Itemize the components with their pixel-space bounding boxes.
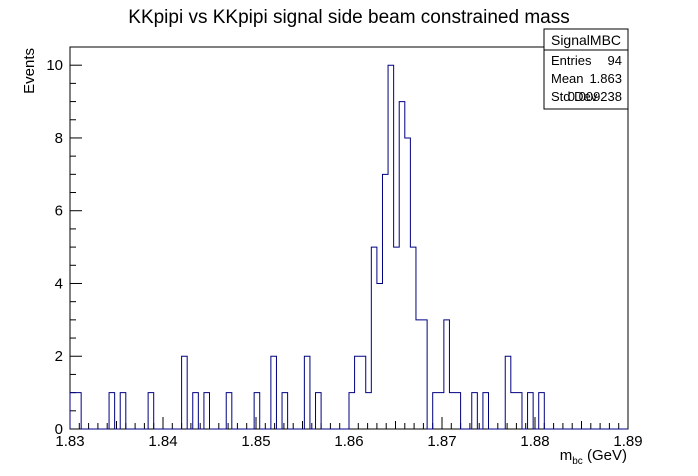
y-tick-label: 4 xyxy=(55,275,63,292)
stats-box: SignalMBC Entries 94 Mean 1.863 Std Dev … xyxy=(543,28,629,110)
histogram-series xyxy=(69,64,628,430)
x-axis-label-main: m xyxy=(560,447,573,464)
x-tick-label: 1.86 xyxy=(334,433,363,450)
stats-entries-value: 94 xyxy=(608,53,622,68)
y-tick-label: 0 xyxy=(55,421,63,438)
x-axis-label-unit: (GeV) xyxy=(587,447,627,464)
y-axis-label: Events xyxy=(21,48,38,94)
y-tick-label: 6 xyxy=(55,203,63,220)
x-tick-label: 1.89 xyxy=(613,433,642,450)
x-tick-label: 1.85 xyxy=(241,433,270,450)
stats-box-frame xyxy=(543,28,629,110)
x-tick-label: 1.87 xyxy=(427,433,456,450)
stats-box-title: SignalMBC xyxy=(551,32,621,48)
stats-stddev-value: 0.009238 xyxy=(568,89,622,104)
x-tick-label: 1.83 xyxy=(55,433,84,450)
x-axis-label-sub: bc xyxy=(572,456,583,467)
x-tick-label: 1.84 xyxy=(148,433,177,450)
y-axis: 0 2 4 6 8 10 xyxy=(46,46,82,438)
y-tick-label: 10 xyxy=(46,57,63,74)
stats-entries-label: Entries xyxy=(551,53,592,68)
stats-mean-label: Mean xyxy=(551,71,584,86)
y-tick-label: 8 xyxy=(55,130,63,147)
stats-stddev-label: Std Dev xyxy=(551,89,598,104)
x-tick-label: 1.88 xyxy=(520,433,549,450)
chart-title: KKpipi vs KKpipi signal side beam constr… xyxy=(128,7,569,28)
x-axis-label: mbc (GeV) xyxy=(560,447,627,467)
y-tick-label: 2 xyxy=(55,348,63,365)
stats-mean-value: 1.863 xyxy=(589,71,622,86)
x-axis: 1.83 1.84 1.85 1.86 1.87 1.88 1.89 xyxy=(55,417,643,450)
